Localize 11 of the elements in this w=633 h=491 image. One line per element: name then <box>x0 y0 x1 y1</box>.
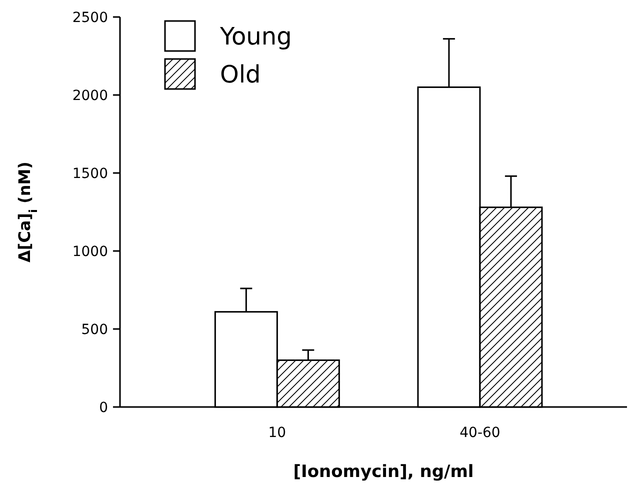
y-tick-label: 0 <box>99 400 108 416</box>
x-tick-label: 10 <box>268 425 286 441</box>
y-tick-label: 2000 <box>72 88 108 104</box>
y-tick-label: 1500 <box>72 166 108 182</box>
y-tick-label: 2500 <box>72 10 108 26</box>
y-tick-label: 500 <box>81 322 108 338</box>
x-axis-title: [Ionomycin], ng/ml <box>293 462 474 482</box>
legend-label: Young <box>219 22 292 50</box>
legend-label: Old <box>220 60 261 88</box>
x-tick-label: 40-60 <box>460 425 500 441</box>
y-tick-label: 1000 <box>72 244 108 260</box>
